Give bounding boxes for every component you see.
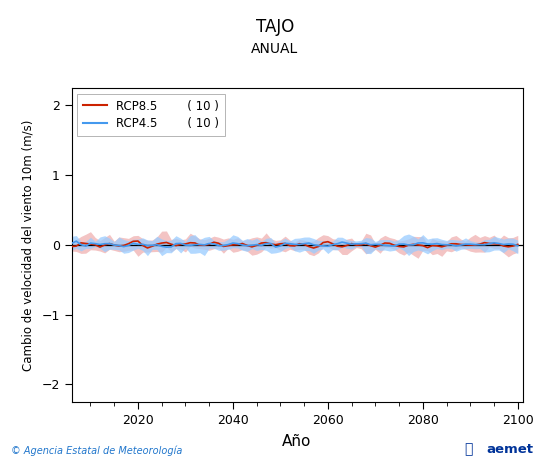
- Text: aemet: aemet: [487, 444, 534, 456]
- Text: ANUAL: ANUAL: [251, 42, 299, 55]
- Text: TAJO: TAJO: [256, 18, 294, 36]
- X-axis label: Año: Año: [282, 434, 312, 449]
- Y-axis label: Cambio de velocidad del viento 10m (m/s): Cambio de velocidad del viento 10m (m/s): [21, 119, 35, 371]
- Legend: RCP8.5        ( 10 ), RCP4.5        ( 10 ): RCP8.5 ( 10 ), RCP4.5 ( 10 ): [78, 94, 226, 136]
- Text: Ⓛ: Ⓛ: [465, 443, 473, 456]
- Text: © Agencia Estatal de Meteorología: © Agencia Estatal de Meteorología: [11, 446, 183, 456]
